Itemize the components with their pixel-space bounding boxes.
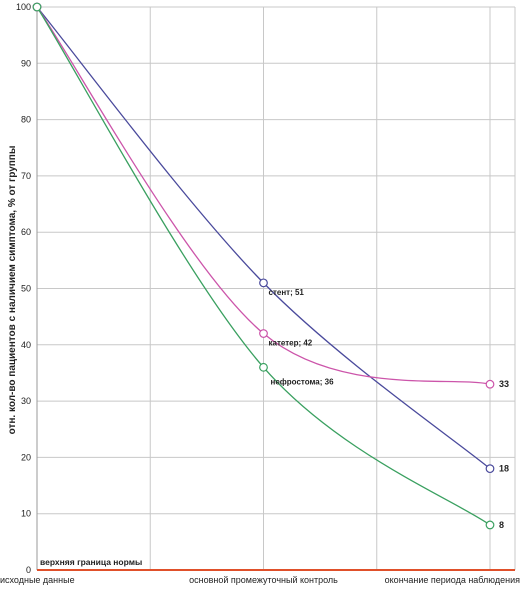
x-tick-labels: исходные данные основной промежуточный ко… (0, 575, 520, 585)
y-tick-label: 10 (21, 509, 31, 519)
y-tick-label: 0 (26, 565, 31, 575)
series-layer (32, 2, 495, 530)
data-label-layer: стент; 51 18 катетер; 42 33 нефростома; 36 8 (269, 288, 510, 530)
reference-line-group: верхняя граница нормы (37, 557, 515, 571)
series-line-катетер (36, 6, 491, 385)
data-point-катетер (485, 379, 495, 389)
end-label-катетер: 33 (499, 379, 509, 389)
data-point-стент (485, 464, 495, 474)
y-tick-label: 40 (21, 340, 31, 350)
y-tick-label: 50 (21, 284, 31, 294)
reference-line-label: верхняя граница нормы (40, 557, 142, 567)
x-tick-label: исходные данные (0, 575, 75, 585)
y-tick-label: 70 (21, 171, 31, 181)
y-axis-label: отн. кол-во пациентов с наличием симптом… (7, 146, 18, 435)
grid (36, 6, 516, 571)
end-label-стент: 18 (499, 464, 509, 474)
series-line-нефростома (36, 6, 491, 526)
y-tick-label: 90 (21, 58, 31, 68)
data-point-нефростома (485, 520, 495, 530)
data-point-катетер (259, 329, 268, 338)
data-label-стент: стент; 51 (269, 288, 305, 297)
data-label-нефростома: нефростома; 36 (271, 377, 335, 386)
data-point-нефростома (259, 362, 268, 372)
y-tick-label: 30 (21, 396, 31, 406)
y-tick-label: 60 (21, 227, 31, 237)
x-tick-label: основной промежуточный контроль (189, 575, 338, 585)
end-label-нефростома: 8 (499, 520, 504, 530)
y-tick-label: 20 (21, 452, 31, 462)
y-tick-label: 100 (16, 2, 31, 12)
data-point-нефростома (32, 2, 42, 12)
y-tick-label: 80 (21, 115, 31, 125)
y-tick-labels: 0 10 20 30 40 50 60 70 80 90 100 (16, 2, 31, 575)
data-label-катетер: катетер; 42 (269, 339, 313, 348)
data-point-стент (259, 278, 268, 288)
x-tick-label: окончание периода наблюдения (385, 575, 520, 585)
